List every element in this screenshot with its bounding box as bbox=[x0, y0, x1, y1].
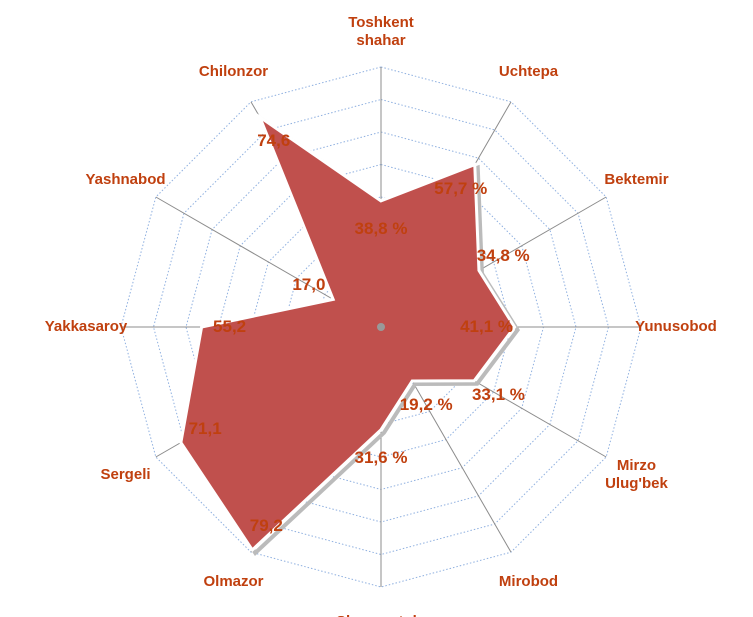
value-label: 41,1 % bbox=[460, 317, 514, 336]
value-label: 57,7 % bbox=[434, 178, 488, 198]
category-label: Yakkasaroy bbox=[44, 318, 128, 335]
value-label: 31,6 % bbox=[354, 447, 408, 467]
value-label: 74,6 bbox=[257, 131, 291, 151]
category-label: Uchtepa bbox=[498, 62, 559, 80]
category-label: Olmazor bbox=[203, 573, 264, 591]
category-label: Bektemir bbox=[604, 170, 669, 188]
category-label: Yashnabod bbox=[85, 170, 166, 188]
category-label: Sergeli bbox=[100, 465, 151, 483]
value-label: 71,1 bbox=[188, 418, 222, 438]
value-label: 38,8 % bbox=[354, 218, 408, 238]
value-label: 19,2 % bbox=[399, 395, 453, 415]
value-label: 79,2 bbox=[249, 515, 283, 535]
category-label: Mirzo Ulug'bek bbox=[605, 456, 668, 492]
value-label: 17,0 bbox=[292, 275, 326, 295]
category-label: Toshkent shahar bbox=[348, 14, 414, 49]
category-label: Shayxontohur bbox=[336, 613, 437, 617]
center bbox=[377, 323, 385, 331]
area bbox=[179, 112, 517, 553]
value-label: 34,8 % bbox=[476, 246, 530, 266]
category-label: Yunusobod bbox=[635, 318, 717, 335]
value-label: 55,2 bbox=[213, 317, 247, 336]
value-label: 33,1 % bbox=[471, 384, 525, 404]
category-label: Mirobod bbox=[498, 573, 559, 591]
category-label: Chilonzor bbox=[198, 62, 269, 80]
